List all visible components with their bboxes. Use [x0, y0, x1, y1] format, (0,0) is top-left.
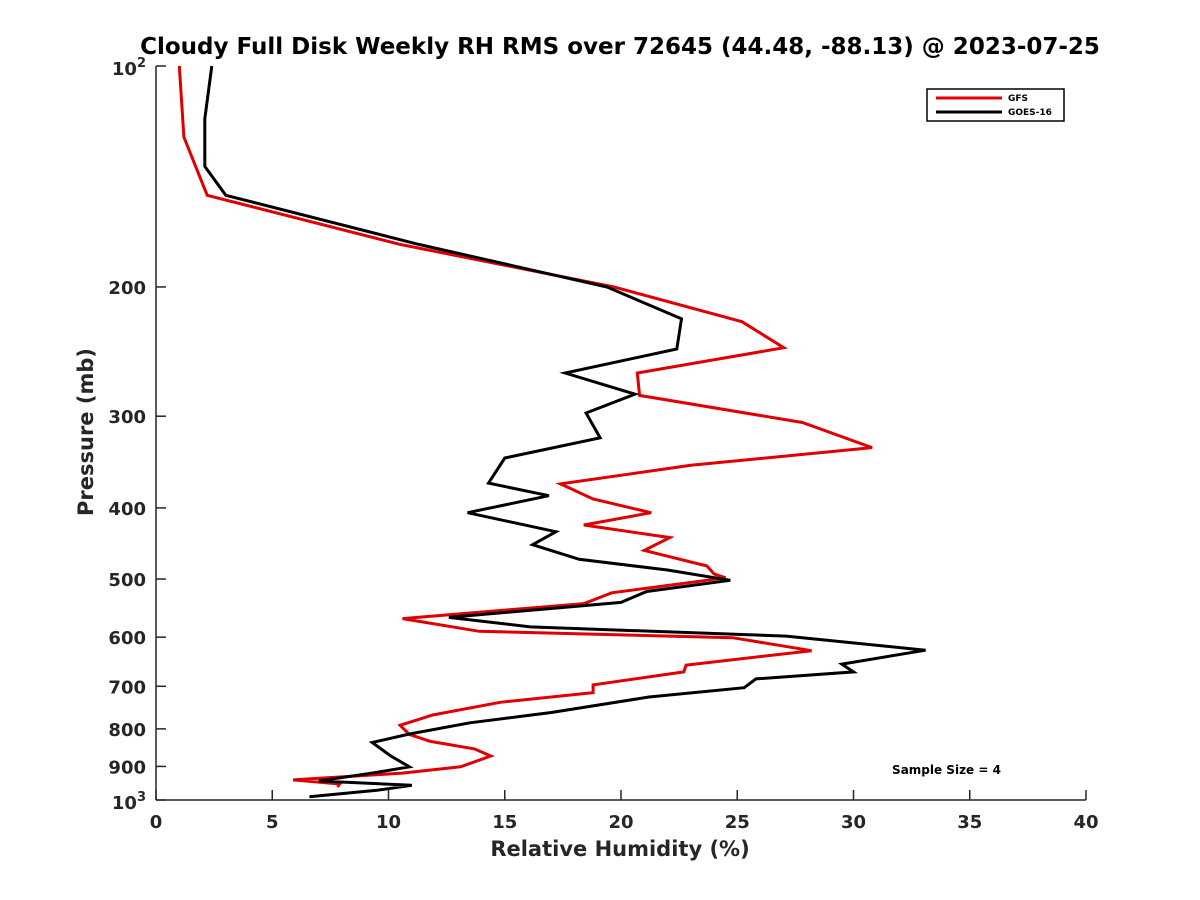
x-tick-label: 15: [492, 812, 517, 833]
x-tick-label: 40: [1073, 812, 1098, 833]
x-tick-label: 10: [376, 812, 401, 833]
annotations-layer: Sample Size = 4: [892, 763, 1001, 777]
y-tick-label: 900: [108, 757, 146, 778]
legend-label: GFS: [1008, 94, 1028, 104]
series-line-goes-16: [203, 65, 926, 799]
y-tick-label: 200: [108, 278, 146, 299]
y-tick-label: 500: [108, 570, 146, 591]
x-tick-label: 35: [957, 812, 982, 833]
legend-box: [926, 88, 1065, 122]
y-axis-label: Pressure (mb): [74, 348, 98, 516]
series-line-gfs: [177, 65, 873, 788]
chart-title: Cloudy Full Disk Weekly RH RMS over 7264…: [140, 34, 1100, 60]
x-tick-label: 25: [725, 812, 750, 833]
y-tick-label: 700: [108, 677, 146, 698]
y-tick-label: 400: [108, 499, 146, 520]
x-axis-label: Relative Humidity (%): [490, 837, 749, 861]
sample-size-annotation: Sample Size = 4: [892, 763, 1001, 777]
y-tick-label: 300: [108, 407, 146, 428]
y-tick-label: 103: [112, 790, 146, 814]
axes-layer: 0 5 10 15 20 25 30 35 40 102 200 300 400 500 600 700 800…: [108, 56, 1098, 833]
y-tick-label: 800: [108, 720, 146, 741]
x-tick-label: 0: [150, 812, 163, 833]
x-tick-label: 5: [266, 812, 279, 833]
legend: GFS GOES-16: [926, 88, 1065, 122]
series-layer: [177, 65, 926, 799]
y-tick-label: 600: [108, 628, 146, 649]
legend-label: GOES-16: [1008, 108, 1052, 118]
x-tick-label: 20: [608, 812, 633, 833]
x-tick-label: 30: [841, 812, 866, 833]
y-tick-label: 102: [112, 56, 146, 80]
